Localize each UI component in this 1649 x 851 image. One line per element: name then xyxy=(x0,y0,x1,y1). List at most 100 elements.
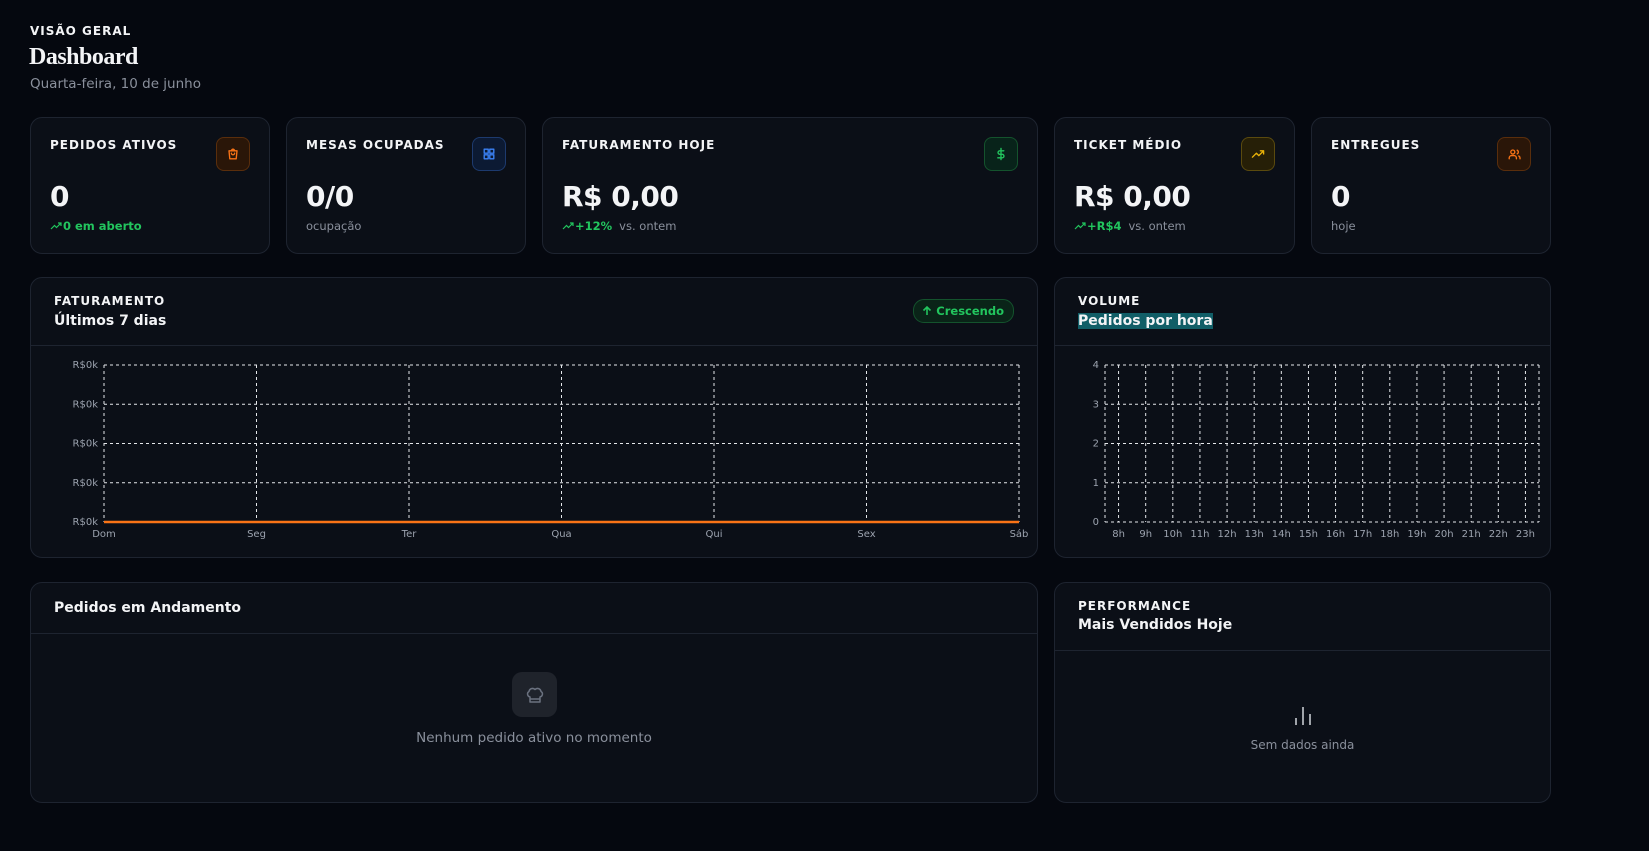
icon-path xyxy=(997,147,1005,161)
card-title: Pedidos em Andamento xyxy=(54,600,242,616)
stat-note: ocupação xyxy=(306,219,362,233)
card-title: Mais Vendidos Hoje xyxy=(1078,617,1233,633)
stat-label: ENTREGUES xyxy=(1331,138,1421,152)
x-tick-label: 17h xyxy=(1353,529,1372,540)
empty-text: Sem dados ainda xyxy=(1250,738,1355,752)
x-tick-label: 10h xyxy=(1163,529,1182,540)
card-eyebrow: FATURAMENTO xyxy=(54,294,166,308)
icon xyxy=(1508,149,1521,160)
stat-label: TICKET MÉDIO xyxy=(1074,138,1183,152)
page-eyebrow: VISÃO GERAL xyxy=(30,24,132,38)
stat-value: 0/0 xyxy=(306,180,354,213)
x-tick-label: 16h xyxy=(1326,529,1345,540)
x-tick-label: 12h xyxy=(1218,529,1237,540)
revenue-card: FATURAMENTO Últimos 7 dias Crescendo R$0… xyxy=(30,277,1038,558)
x-tick-label: 18h xyxy=(1380,529,1399,540)
stat-card: FATURAMENTO HOJE R$ 0,00 +12% vs. ontem xyxy=(542,117,1038,254)
stat-note: vs. ontem xyxy=(619,219,677,233)
card-divider xyxy=(31,633,1037,634)
trend-path xyxy=(1074,222,1086,230)
stat-label: PEDIDOS ATIVOS xyxy=(50,138,178,152)
stat-value: 0 xyxy=(50,180,69,213)
empty-text: Nenhum pedido ativo no momento xyxy=(416,730,652,746)
stat-icon xyxy=(216,137,250,171)
stat-sub: 0 em aberto xyxy=(50,219,144,233)
stat-card: TICKET MÉDIO R$ 0,00 +R$4 vs. ontem xyxy=(1054,117,1295,254)
stat-label: FATURAMENTO HOJE xyxy=(562,138,716,152)
stat-icon xyxy=(1241,137,1275,171)
y-tick-label: R$0k xyxy=(73,399,99,410)
x-tick-label: Ter xyxy=(401,529,418,540)
x-tick-label: 22h xyxy=(1489,529,1508,540)
trend-icon xyxy=(50,222,62,230)
trend-badge: Crescendo xyxy=(913,299,1014,323)
icon-path xyxy=(228,148,238,160)
stat-card: PEDIDOS ATIVOS 0 0 em aberto xyxy=(30,117,270,254)
x-tick-label: 14h xyxy=(1272,529,1291,540)
orders-card: Pedidos em Andamento Nenhum pedido ativo… xyxy=(30,582,1038,803)
icon xyxy=(997,147,1005,161)
x-tick-label: 13h xyxy=(1245,529,1264,540)
y-tick-label: 2 xyxy=(1093,439,1099,450)
x-tick-label: Qua xyxy=(551,529,571,540)
stat-note: vs. ontem xyxy=(1128,219,1186,233)
x-tick-label: 23h xyxy=(1516,529,1535,540)
stat-trend: +R$4 xyxy=(1087,219,1122,233)
y-tick-label: 1 xyxy=(1093,478,1099,489)
x-tick-label: 9h xyxy=(1139,529,1152,540)
chef-hat xyxy=(526,687,543,703)
stat-icon xyxy=(1497,137,1531,171)
x-tick-label: Qui xyxy=(706,529,723,540)
y-tick-label: R$0k xyxy=(73,478,99,489)
x-tick-label: 8h xyxy=(1112,529,1125,540)
y-tick-label: R$0k xyxy=(73,517,99,528)
y-tick-label: 3 xyxy=(1093,399,1099,410)
x-tick-label: 11h xyxy=(1190,529,1209,540)
stat-trend: +12% xyxy=(575,219,613,233)
trend-path xyxy=(50,222,62,230)
icon xyxy=(228,148,238,160)
trend-icon xyxy=(562,222,574,230)
x-tick-label: 15h xyxy=(1299,529,1318,540)
volume-card: VOLUME Pedidos por hora 0 1 2 3 4 8h 9h 10h 11h 1… xyxy=(1054,277,1551,558)
stat-value: R$ 0,00 xyxy=(1074,180,1191,213)
card-eyebrow: PERFORMANCE xyxy=(1078,599,1192,613)
stat-label: MESAS OCUPADAS xyxy=(306,138,445,152)
stat-sub: hoje xyxy=(1331,219,1356,233)
stat-sub: ocupação xyxy=(306,219,361,233)
x-tick-label: Seg xyxy=(247,529,266,540)
stat-card: MESAS OCUPADAS 0/0 ocupação xyxy=(286,117,526,254)
stat-trend: 0 em aberto xyxy=(63,219,142,233)
chef-icon xyxy=(512,672,557,717)
page-date: Quarta-feira, 10 de junho xyxy=(30,76,201,92)
stat-icon xyxy=(984,137,1018,171)
top-card: PERFORMANCE Mais Vendidos Hoje Sem dados… xyxy=(1054,582,1551,803)
y-tick-label: R$0k xyxy=(73,439,99,450)
card-divider xyxy=(1055,345,1550,346)
trend-path xyxy=(562,222,574,230)
page-title: Dashboard xyxy=(29,44,138,70)
card-title: Pedidos por hora xyxy=(1078,313,1213,329)
stat-icon xyxy=(472,137,506,171)
arrow-up-icon xyxy=(923,306,932,315)
icon-path xyxy=(1251,150,1265,158)
icon xyxy=(1251,150,1265,158)
y-tick-label: 0 xyxy=(1093,517,1099,528)
icon-path xyxy=(483,148,495,160)
card-title: Últimos 7 dias xyxy=(54,313,167,329)
card-divider xyxy=(31,345,1037,346)
badge-text: Crescendo xyxy=(936,304,1004,318)
stat-value: R$ 0,00 xyxy=(562,180,679,213)
x-tick-label: 21h xyxy=(1462,529,1481,540)
stat-card: ENTREGUES 0 hoje xyxy=(1311,117,1551,254)
icon xyxy=(483,148,495,160)
trend-icon xyxy=(1074,222,1086,230)
y-tick-label: R$0k xyxy=(73,360,99,371)
card-divider xyxy=(1055,650,1550,651)
x-tick-label: Dom xyxy=(92,529,116,540)
bars-icon xyxy=(1295,707,1311,725)
icon-path xyxy=(1508,149,1521,160)
x-tick-label: Sáb xyxy=(1010,528,1029,540)
